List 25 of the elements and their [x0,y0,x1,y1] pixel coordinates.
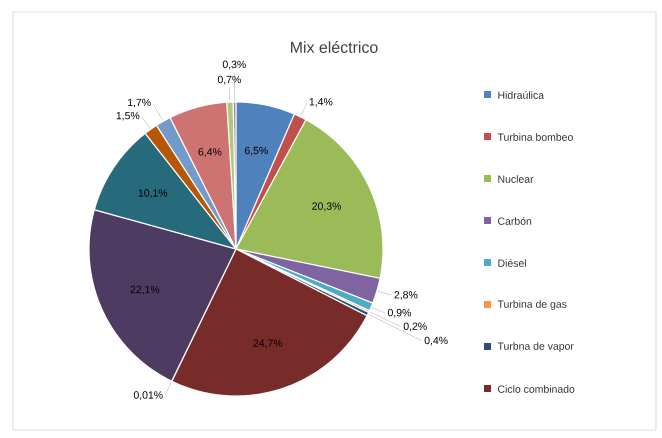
legend-label: Nuclear [498,175,534,183]
data-label: 2,8% [394,291,418,300]
legend-label: Turbna de vapor [498,342,574,352]
data-label: 22,1% [130,286,160,294]
data-label: 1,4% [310,98,332,107]
legend-label: Diésel [498,259,526,267]
data-label: 1,5% [116,112,140,121]
data-label: 24,7% [254,339,282,348]
legend-label: Turbina de gas [498,300,567,310]
data-label: 6,4% [198,148,222,157]
data-label: 0,3% [222,60,246,70]
data-label: 0,2% [404,322,427,332]
data-label: 20,3% [312,202,342,212]
data-label: 6,5% [244,146,268,156]
data-label: 0,01% [134,391,163,400]
legend-label: Carbón [498,217,532,225]
data-label: 1,7% [128,98,151,108]
legend-label: Turbina bombeo [498,133,573,141]
data-label: 10,1% [138,189,168,198]
legend-label: Ciclo combinado [498,385,574,393]
data-label: 0,9% [388,308,411,318]
data-label: 0,4% [424,336,448,346]
chart-title: Mix eléctrico [291,41,378,53]
data-label: 0,7% [218,76,241,84]
legend-label: Hidraúlica [498,91,544,99]
